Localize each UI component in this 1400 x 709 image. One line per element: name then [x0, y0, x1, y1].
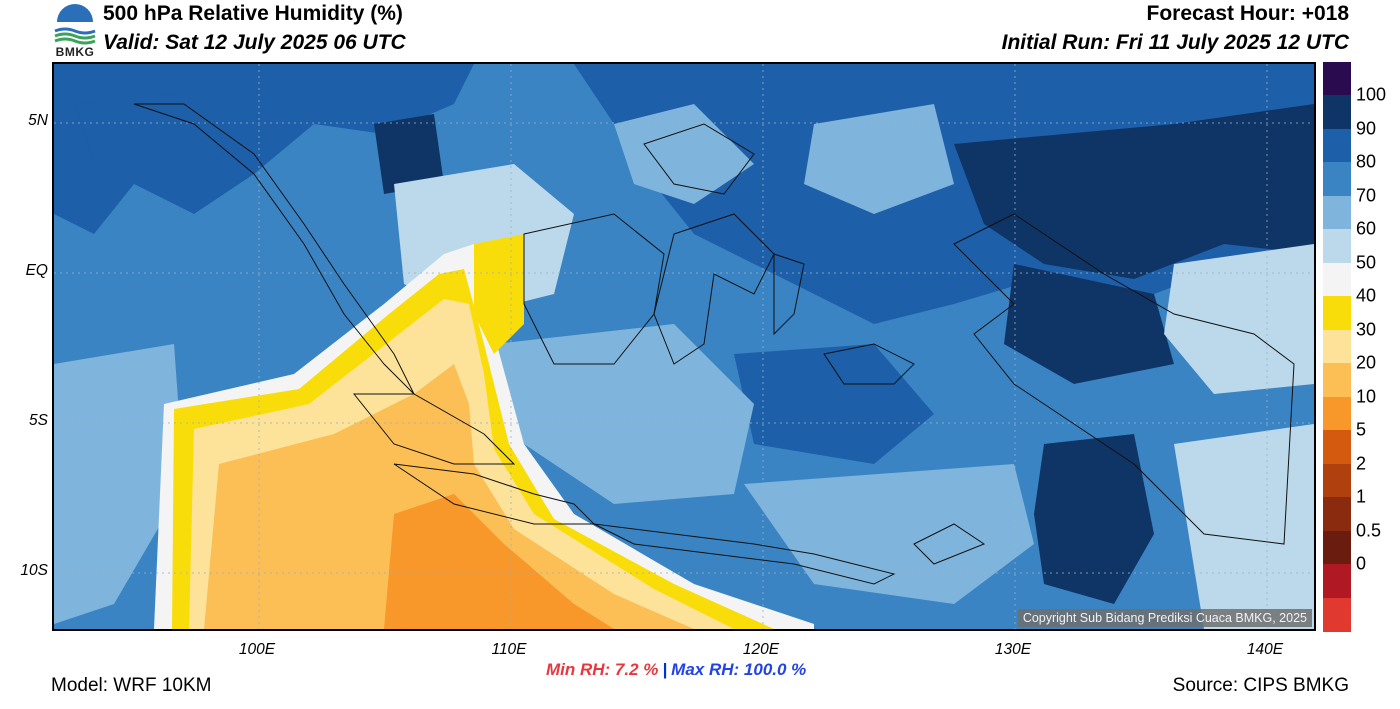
colorbar-segment	[1323, 497, 1351, 532]
copyright-notice: Copyright Sub Bidang Prediksi Cuaca BMKG…	[1017, 609, 1312, 627]
colorbar-label: 40	[1356, 285, 1377, 306]
colorbar-label: 1	[1356, 486, 1367, 507]
colorbar-segment	[1323, 128, 1351, 163]
colorbar-label: 80	[1356, 151, 1377, 172]
lon-label-120e: 120E	[742, 641, 780, 658]
colorbar-segment	[1323, 95, 1351, 130]
valid-time: Valid: Sat 12 July 2025 06 UTC	[103, 31, 406, 54]
chart-title: 500 hPa Relative Humidity (%)	[103, 2, 403, 25]
lon-label-110e: 110E	[491, 641, 527, 658]
colorbar-segment	[1323, 597, 1351, 632]
lat-label-5n: 5N	[28, 112, 48, 129]
colorbar-segment	[1323, 530, 1351, 565]
colorbar-segment	[1323, 430, 1351, 465]
colorbar-label: 10	[1356, 386, 1377, 407]
forecast-hour: Forecast Hour: +018	[1146, 2, 1350, 25]
humidity-field	[54, 64, 1314, 629]
colorbar-label: 2	[1356, 453, 1367, 474]
colorbar-label: 100	[1356, 84, 1387, 105]
min-max-separator: |	[662, 660, 668, 679]
colorbar-segment	[1323, 296, 1351, 331]
lat-label-5s: 5S	[29, 412, 48, 429]
colorbar-segment	[1323, 396, 1351, 431]
bmkg-logo: BMKG	[51, 2, 99, 59]
colorbar-segment	[1323, 363, 1351, 398]
lon-label-130e: 130E	[994, 641, 1032, 658]
lon-label-140e: 140E	[1246, 641, 1284, 658]
colorbar-segment	[1323, 262, 1351, 297]
colorbar-segment	[1323, 162, 1351, 197]
colorbar-segment	[1323, 229, 1351, 264]
colorbar-segment	[1323, 195, 1351, 230]
min-rh: Min RH: 7.2 %	[546, 660, 659, 679]
logo-text: BMKG	[55, 45, 95, 59]
colorbar	[1323, 62, 1351, 632]
colorbar-label: 20	[1356, 352, 1377, 373]
model-label: Model: WRF 10KM	[51, 675, 212, 696]
max-rh: Max RH: 100.0 %	[671, 660, 807, 679]
lon-label-100e: 100E	[238, 641, 276, 658]
lat-label-10s: 10S	[20, 562, 48, 579]
colorbar-label: 70	[1356, 185, 1377, 206]
colorbar-label: 50	[1356, 252, 1377, 273]
lat-label-eq: EQ	[25, 262, 48, 279]
humidity-map: Copyright Sub Bidang Prediksi Cuaca BMKG…	[52, 62, 1316, 631]
colorbar-label: 60	[1356, 218, 1377, 239]
colorbar-label: 30	[1356, 319, 1377, 340]
min-max-rh: Min RH: 7.2 % | Max RH: 100.0 %	[546, 660, 806, 680]
colorbar-segment	[1323, 564, 1351, 599]
colorbar-label: 90	[1356, 118, 1377, 139]
colorbar-label: 0	[1356, 553, 1367, 574]
bmkg-logo-icon	[54, 4, 96, 45]
colorbar-segment	[1323, 62, 1351, 96]
colorbar-label: 0.5	[1356, 520, 1382, 541]
initial-run: Initial Run: Fri 11 July 2025 12 UTC	[1001, 31, 1349, 54]
colorbar-segment	[1323, 329, 1351, 364]
colorbar-label: 5	[1356, 419, 1367, 440]
colorbar-segment	[1323, 463, 1351, 498]
source-label: Source: CIPS BMKG	[1172, 675, 1349, 696]
